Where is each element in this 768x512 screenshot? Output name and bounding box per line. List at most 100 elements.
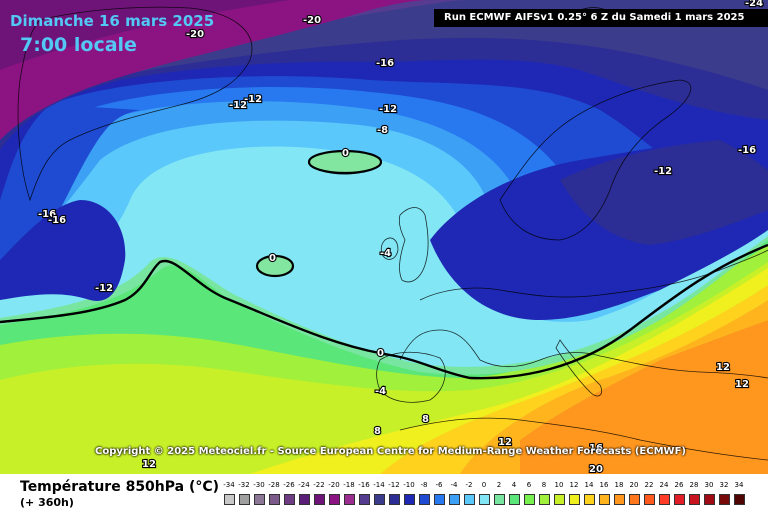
legend-swatch (269, 494, 280, 505)
legend-swatch (509, 494, 520, 505)
contour-label: -16 (376, 58, 394, 69)
legend-swatch (554, 494, 565, 505)
forecast-lead: (+ 360h) (20, 496, 74, 509)
legend-swatch (254, 494, 265, 505)
variable-title: Température 850hPa (°C) (20, 479, 220, 495)
contour-label: 12 (735, 379, 749, 390)
contour-label: -16 (738, 145, 756, 156)
legend-tick-label: 0 (481, 481, 487, 489)
legend-swatch (314, 494, 325, 505)
contour-label: 12 (716, 362, 730, 373)
temperature-map: -20 -20 -24 -16 -12 -12 -12 -8 0 -16 -16… (0, 0, 768, 474)
legend-tick-label: -14 (373, 481, 385, 489)
europe-coast (399, 249, 768, 379)
legend-tick-label: 34 (734, 481, 744, 489)
ireland-coast (380, 237, 399, 260)
legend-swatch (239, 494, 250, 505)
contour-label: -12 (379, 104, 397, 115)
legend-tick-label: 4 (511, 481, 517, 489)
legend-tick-label: 8 (541, 481, 547, 489)
legend-tick-label: 2 (496, 481, 502, 489)
legend-swatch (704, 494, 715, 505)
legend-tick-label: -28 (268, 481, 280, 489)
legend-swatch (689, 494, 700, 505)
legend-tick-label: 32 (719, 481, 729, 489)
italy-coast (555, 339, 603, 397)
contour-label: 12 (142, 459, 156, 470)
contour-label: -16 (48, 215, 66, 226)
zero-isotherm (0, 243, 768, 380)
legend-tick-label: 26 (674, 481, 684, 489)
legend-tick-label: 12 (569, 481, 579, 489)
legend-tick-label: 10 (554, 481, 564, 489)
legend-tick-label: -6 (435, 481, 443, 489)
forecast-date: Dimanche 16 mars 2025 (10, 12, 215, 30)
legend-swatch (614, 494, 625, 505)
legend-bar: Température 850hPa (°C) (+ 360h) -34 -32-… (0, 474, 768, 512)
contour-label: 0 (269, 253, 276, 264)
temp-band-16 (460, 300, 768, 474)
contour-label: -24 (745, 0, 763, 9)
contour-label: 0 (377, 348, 384, 359)
legend-swatch (734, 494, 745, 505)
temperature-field: -20 -20 -24 -16 -12 -12 -12 -8 0 -16 -16… (0, 0, 768, 474)
legend-swatch (584, 494, 595, 505)
model-run-info: Run ECMWF AIFSv1 0.25° 6 Z du Samedi 1 m… (434, 9, 768, 27)
contour-label: -12 (229, 100, 247, 111)
temp-band-14 (380, 285, 768, 474)
contour-label: -12 (244, 94, 262, 105)
temp-band-18 (520, 320, 768, 474)
legend-swatch (359, 494, 370, 505)
legend-swatch (374, 494, 385, 505)
color-scale: -34 -32 -30 -28 -26 -24 -22 -20 -18 -16 -14 -12 -10-… (220, 474, 748, 510)
legend-swatch (404, 494, 415, 505)
iberia-coast (376, 351, 446, 403)
legend-swatch (329, 494, 340, 505)
legend-tick-label: 18 (614, 481, 624, 489)
legend-tick-label: -16 (358, 481, 370, 489)
contour-label: -12 (95, 283, 113, 294)
legend-tick-label: -20 (328, 481, 340, 489)
legend-tick-label: -24 (298, 481, 310, 489)
greenland-coast (17, 6, 253, 202)
legend-tick-label: -10 (403, 481, 415, 489)
contour-label: 0 (342, 148, 349, 159)
zero-isotherm-island-iceland (307, 149, 383, 175)
contour-label: 8 (422, 414, 429, 425)
contour-label: -4 (380, 248, 391, 259)
contour-label: -8 (377, 125, 388, 136)
legend-tick-label: -32 (238, 481, 250, 489)
europe-cold-core (560, 140, 768, 245)
legend-swatch (659, 494, 670, 505)
contour-label: -12 (654, 166, 672, 177)
africa-coast (399, 417, 768, 461)
legend-swatch (434, 494, 445, 505)
legend-swatch (569, 494, 580, 505)
legend-swatch (224, 494, 235, 505)
legend-swatch (464, 494, 475, 505)
contour-label: -16 (38, 209, 56, 220)
legend-swatch (479, 494, 490, 505)
legend-swatch (494, 494, 505, 505)
contour-label: -20 (186, 29, 204, 40)
legend-tick-label: 16 (599, 481, 609, 489)
legend-swatch (719, 494, 730, 505)
legend-swatch (449, 494, 460, 505)
legend-swatch (299, 494, 310, 505)
legend-tick-label: 24 (659, 481, 669, 489)
legend-tick-label: 14 (584, 481, 594, 489)
contour-labels: -20 -20 -24 -16 -12 -12 -12 -8 0 -16 -16… (37, 0, 764, 474)
legend-tick-label: -18 (343, 481, 355, 489)
contour-label: 16 (589, 443, 603, 454)
legend-tick-label: -12 (388, 481, 400, 489)
legend-swatch (644, 494, 655, 505)
legend-swatch (539, 494, 550, 505)
forecast-time: 7:00 locale (20, 34, 137, 56)
legend-tick-label: 20 (629, 481, 639, 489)
legend-tick-label: -4 (450, 481, 458, 489)
zero-isotherm-island-atlantic (255, 254, 295, 278)
legend-tick-label: 22 (644, 481, 654, 489)
legend-tick-label: 30 (704, 481, 714, 489)
legend-tick-label: 6 (526, 481, 532, 489)
contour-label: 8 (374, 426, 381, 437)
